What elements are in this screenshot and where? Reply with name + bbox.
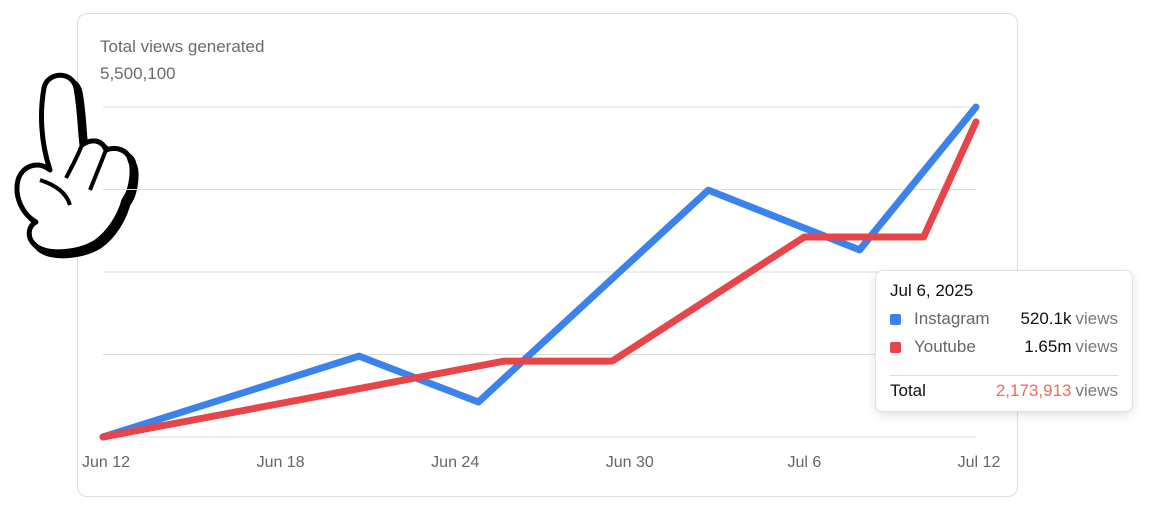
tooltip-unit: views [1075,309,1118,328]
x-tick-label: Jul 12 [958,454,1001,471]
legend-swatch [890,342,901,353]
x-tick-label: Jun 12 [82,454,130,471]
chart-title: Total views generated [100,37,265,56]
x-tick-label: Jun 18 [257,454,305,471]
tooltip-value-number: 1.65m [1024,337,1072,356]
series-line [99,118,980,441]
tooltip-value-number: 520.1k [1020,309,1072,328]
tooltip-value: 520.1k views [1020,309,1118,329]
tooltip-total: 2,173,913 views [996,381,1118,401]
x-tick-label: Jun 30 [606,454,654,471]
legend-label: Youtube [914,337,976,356]
legend-swatch [890,314,901,325]
tooltip: Jul 6, 2025 Total 2,173,913 views Instagr… [875,270,1133,412]
tooltip-divider [890,375,1118,376]
x-tick-label: Jul 6 [788,454,822,471]
hand-icon [14,72,139,259]
tooltip-unit: views [1075,381,1118,400]
tooltip-total-label: Total [890,381,926,400]
tooltip-total-value: 2,173,913 [995,381,1072,400]
tooltip-title: Jul 6, 2025 [890,281,974,300]
legend-label: Instagram [914,309,990,328]
tooltip-row: Instagram 520.1k views [890,309,1118,331]
tooltip-unit: views [1075,337,1118,356]
tooltip-value: 1.65m views [1024,337,1118,357]
tooltip-total-row: Total 2,173,913 views [890,381,1118,403]
chart-subtitle: 5,500,100 [100,64,176,83]
tooltip-row: Youtube 1.65m views [890,337,1118,359]
x-tick-label: Jun 24 [431,454,479,471]
series-line [99,103,980,441]
